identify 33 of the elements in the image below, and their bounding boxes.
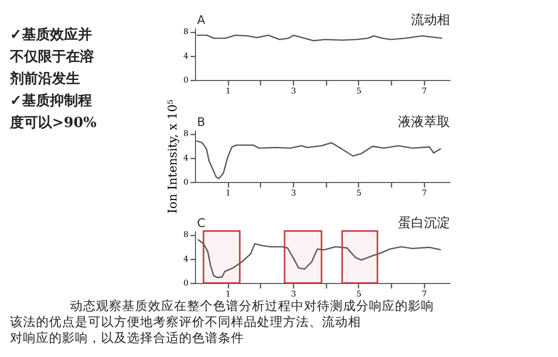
y-tick-label: 4 (183, 153, 188, 162)
text: C (197, 216, 206, 230)
text: ✓基质抑制程度可以>90% (9, 92, 97, 131)
x-tick-label: 1 (226, 290, 231, 298)
y-tick-label: 8 (183, 129, 188, 138)
chart-title: 蛋白沉淀 (398, 216, 450, 231)
y-tick-label: 0 (183, 178, 188, 186)
x-tick-label: 1 (226, 86, 231, 96)
y-tick-label: 8 (183, 27, 188, 36)
text: 动态观察基质效应在整个色谱分析过程中对待测成分响应的影响 (70, 298, 434, 313)
chart-title: 液液萃取 (398, 115, 450, 130)
x-tick-label: 7 (422, 290, 427, 298)
text: 对响应的影响，以及选择合适的色谱条件 (10, 330, 244, 345)
text: A (197, 13, 206, 27)
text: ✓基质效应并不仅限于在溶剂前沿发生 (9, 26, 95, 87)
x-tick-label: 5 (356, 86, 362, 96)
x-tick-label: 7 (422, 188, 427, 198)
y-tick-label: 8 (183, 230, 188, 240)
x-tick-label: 1 (226, 188, 231, 198)
x-tick-label: 5 (356, 290, 362, 298)
x-tick-label: 3 (291, 86, 296, 96)
y-axis-title: Ion Intensity, x 10⁵ (165, 99, 180, 214)
x-tick-label: 7 (422, 86, 427, 96)
text: 该法的优点是可以方便地考察评价不同样品处理方法、流动相 (10, 314, 361, 329)
y-tick-label: 0 (183, 76, 188, 84)
x-tick-label: 5 (356, 188, 362, 198)
y-tick-label: 4 (183, 254, 188, 264)
x-tick-label: 3 (291, 188, 296, 198)
x-tick-label: 3 (291, 290, 296, 298)
y-tick-label: 4 (183, 51, 188, 60)
y-tick-label: 0 (183, 278, 188, 288)
chart-title: 流动相 (411, 12, 450, 28)
text: B (197, 115, 206, 129)
